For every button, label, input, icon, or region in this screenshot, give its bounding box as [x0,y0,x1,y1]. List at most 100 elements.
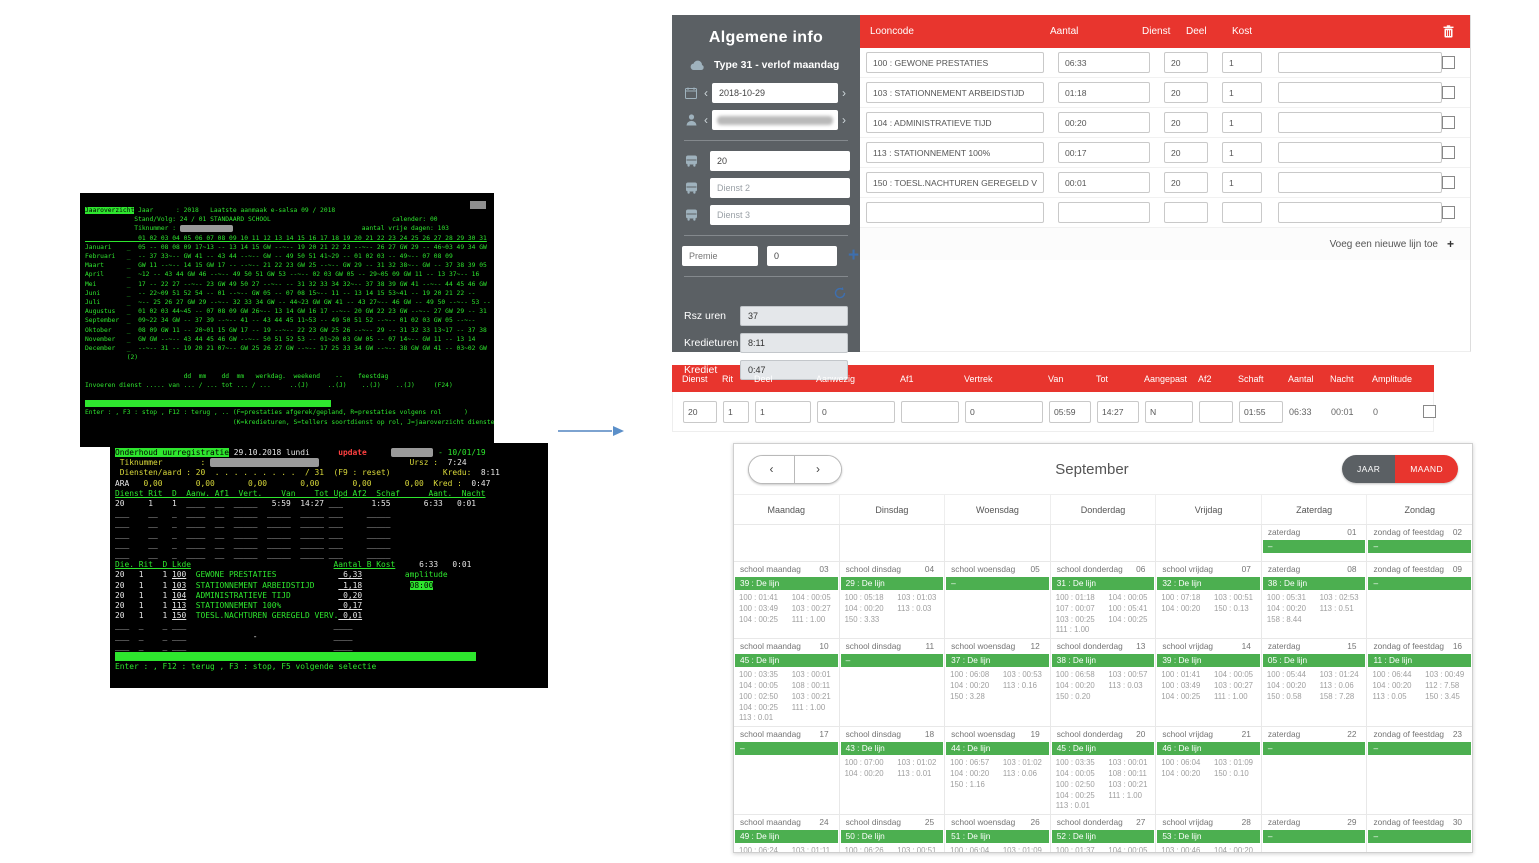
kost-input[interactable] [1278,172,1442,193]
calendar-day-cell[interactable]: school woensdag 05 – [945,562,1051,639]
kost-input[interactable] [1278,142,1442,163]
dienst1-input[interactable] [710,151,850,171]
af2-input[interactable] [1199,400,1233,423]
dienst-bar[interactable]: – [1368,742,1472,756]
date-input[interactable] [712,83,838,103]
calendar-day-cell[interactable]: school vrijdag 14 39 : De lijn 100 : 01:41 1… [1156,639,1262,727]
calendar-day-cell[interactable]: school woensdag 19 44 : De lijn 100 : 06:57… [945,727,1051,815]
dienst2-input[interactable] [710,178,850,198]
looncode-input[interactable] [866,52,1044,73]
dienst-bar[interactable]: – [1368,830,1472,844]
aangepast-input[interactable] [1145,400,1193,423]
deel-input[interactable] [1222,172,1262,193]
dienst-input[interactable] [1164,172,1208,193]
aantal-input[interactable] [1058,202,1150,223]
next-month-button[interactable]: › [795,455,841,483]
af1-input[interactable] [901,400,959,423]
calendar-day-cell[interactable]: school dinsdag 04 29 : De lijn 100 : 05:18 1… [840,562,946,639]
dienst-bar[interactable]: – [946,577,1049,590]
dienst-input[interactable] [1164,202,1208,223]
kost-input[interactable] [1278,112,1442,133]
dienst-bar[interactable]: 45 : De lijn [735,654,838,668]
calendar-day-cell[interactable]: school vrijdag 28 53 : De lijn 103 : 00:46 1… [1156,815,1262,852]
dienst-bar[interactable]: 52 : De lijn [1051,830,1155,844]
dienst-bar[interactable]: 38 : De lijn [1051,654,1155,668]
dienst-bar[interactable]: 43 : De lijn [840,742,944,756]
dienst3-input[interactable] [710,205,850,225]
deel-input[interactable] [1222,142,1262,163]
add-line-label[interactable]: Voeg een nieuwe lijn toe [1329,238,1438,250]
dienst-bar[interactable]: – [1368,540,1472,553]
jaar-toggle-button[interactable]: JAAR [1341,455,1396,483]
dienst-bar[interactable]: 37 : De lijn [946,654,1049,668]
row-checkbox[interactable] [1442,116,1455,129]
add-line-plus-icon[interactable]: + [1446,237,1454,251]
calendar-day-cell[interactable]: school maandag 17 – [734,727,840,815]
calendar-day-cell[interactable]: school vrijdag 07 32 : De lijn 100 : 07:18 1… [1156,562,1262,639]
dienst-bar[interactable]: – [1368,577,1472,590]
calendar-day-cell[interactable]: school vrijdag 21 46 : De lijn 100 : 06:04 1… [1156,727,1262,815]
dienst-input[interactable] [1164,142,1208,163]
calendar-day-cell[interactable]: zondag of feestdag 09 – [1367,562,1472,638]
dienst-input[interactable] [1164,112,1208,133]
calendar-day-cell[interactable]: zondag of feestdag 30 – [1367,815,1472,852]
calendar-day-cell[interactable]: school donderdag 27 52 : De lijn 100 : 01:3… [1051,815,1157,852]
trash-icon[interactable] [1443,25,1454,38]
row-checkbox[interactable] [1423,405,1436,418]
van-input[interactable] [1049,400,1091,423]
dienst-bar[interactable]: 39 : De lijn [1157,654,1260,668]
deel-input[interactable] [1222,202,1262,223]
deel-input[interactable] [1222,52,1262,73]
dienst-bar[interactable]: 29 : De lijn [840,577,944,590]
rit-input[interactable] [723,400,749,423]
looncode-input[interactable] [866,112,1044,133]
aantal-input[interactable] [1058,52,1150,73]
calendar-day-cell[interactable]: zaterdag 01 – [1262,525,1368,561]
calendar-day-cell[interactable]: zondag of feestdag 16 11 : De lijn 100 : 06… [1367,639,1472,726]
calendar-day-cell[interactable]: school dinsdag 11 – [840,639,946,727]
looncode-input[interactable] [866,172,1044,193]
calendar-day-cell[interactable]: school dinsdag 18 43 : De lijn 100 : 07:00 1… [840,727,946,815]
calendar-day-cell[interactable]: school maandag 03 39 : De lijn 100 : 01:41 1… [734,562,840,639]
calendar-day-cell[interactable]: zaterdag 15 05 : De lijn 100 : 05:44 103 : 0… [1262,639,1368,727]
dienst-bar[interactable]: 51 : De lijn [946,830,1049,844]
calendar-day-cell[interactable]: school donderdag 13 38 : De lijn 100 : 06:5… [1051,639,1157,727]
calendar-day-cell[interactable]: zaterdag 08 38 : De lijn 100 : 05:31 103 : 0… [1262,562,1368,639]
dienst-bar[interactable]: 32 : De lijn [1157,577,1260,590]
row-checkbox[interactable] [1442,86,1455,99]
aantal-input[interactable] [1058,112,1150,133]
dienst-bar[interactable]: – [1262,742,1366,756]
dienst-bar[interactable]: 53 : De lijn [1157,830,1260,844]
dienst-bar[interactable]: 44 : De lijn [946,742,1049,756]
tot-input[interactable] [1097,400,1139,423]
kost-input[interactable] [1278,202,1442,223]
dienst-input[interactable] [683,400,717,423]
row-checkbox[interactable] [1442,56,1455,69]
row-checkbox[interactable] [1442,146,1455,159]
kost-input[interactable] [1278,82,1442,103]
dienst-input[interactable] [1164,52,1208,73]
dienst-bar[interactable]: 31 : De lijn [1051,577,1155,590]
dienst-bar[interactable]: 50 : De lijn [840,830,944,844]
dienst-bar[interactable]: 49 : De lijn [735,830,838,844]
dienst-bar[interactable]: – [1262,830,1366,844]
deel-input[interactable] [755,400,811,423]
employee-name-redacted[interactable] [712,110,838,130]
calendar-day-cell[interactable]: zondag of feestdag 23 – [1367,727,1472,814]
stat-value-input[interactable] [740,306,848,326]
looncode-input[interactable] [866,202,1044,223]
aantal-input[interactable] [1058,172,1150,193]
calendar-day-cell[interactable]: school maandag 10 45 : De lijn 100 : 03:35 1… [734,639,840,727]
refresh-icon[interactable] [834,287,846,299]
calendar-day-cell[interactable]: zondag of feestdag 02 – [1367,525,1472,561]
calendar-day-cell[interactable]: school maandag 24 49 : De lijn 100 : 06:24 1… [734,815,840,852]
dienst-input[interactable] [1164,82,1208,103]
kost-input[interactable] [1278,52,1442,73]
vertrek-input[interactable] [965,400,1043,423]
date-prev-icon[interactable]: ‹ [704,86,708,100]
maand-toggle-button[interactable]: MAAND [1395,455,1458,483]
looncode-input[interactable] [866,142,1044,163]
premie-input[interactable] [682,246,758,266]
row-checkbox[interactable] [1442,176,1455,189]
dienst-bar[interactable]: 11 : De lijn [1368,654,1472,668]
